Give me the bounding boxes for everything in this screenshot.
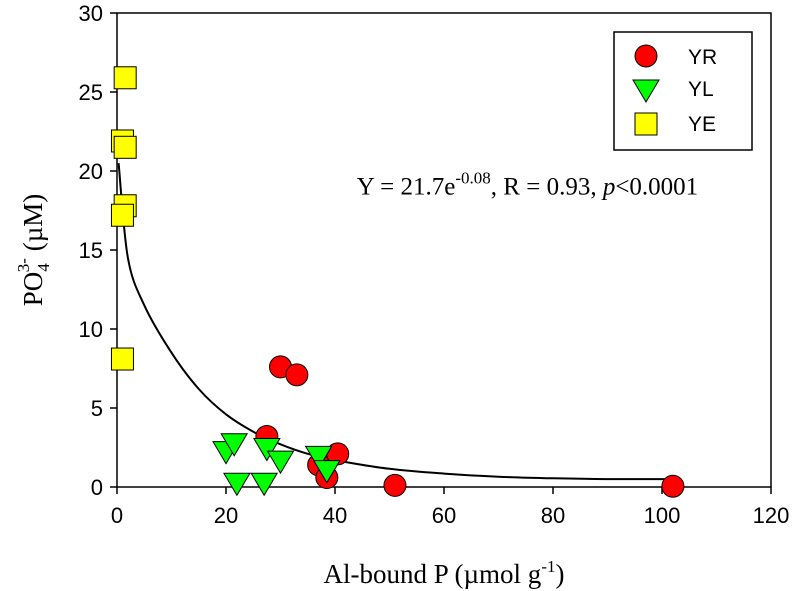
point-ye <box>113 66 137 90</box>
y-tick-label: 25 <box>79 80 103 105</box>
y-tick-label: 0 <box>91 475 103 500</box>
y-tick-label: 15 <box>79 238 103 263</box>
point-yl <box>266 450 295 475</box>
point-yr <box>661 474 685 498</box>
y-tick-label: 20 <box>79 159 103 184</box>
x-tick-label: 60 <box>432 503 456 528</box>
y-axis-title: PO43- (µM) <box>14 194 53 306</box>
x-tick-label: 120 <box>753 503 790 528</box>
point-yr <box>383 473 407 497</box>
x-tick-label: 80 <box>541 503 565 528</box>
fit-equation: Y = 21.7e-0.08, R = 0.93, p<0.0001 <box>357 169 698 201</box>
legend: YR YL YE <box>613 31 753 151</box>
legend-label-yr: YR <box>688 46 717 69</box>
x-tick-label: 100 <box>644 503 681 528</box>
legend-marker-yr <box>634 44 658 68</box>
point-yl <box>312 460 341 484</box>
x-axis: 0 20 40 60 80 100 120 <box>111 487 789 528</box>
x-axis-title: Al-bound P (µmol g-1) <box>324 557 565 589</box>
point-yl <box>220 433 249 457</box>
point-yr <box>285 363 309 387</box>
point-yl <box>250 472 279 497</box>
y-tick-label: 30 <box>79 1 103 26</box>
legend-marker-yl <box>632 79 660 103</box>
data-points <box>110 66 685 498</box>
legend-marker-ye <box>634 112 658 136</box>
y-axis: 0 5 10 15 20 25 30 <box>79 1 117 500</box>
x-tick-label: 20 <box>214 503 238 528</box>
point-yl <box>304 445 333 470</box>
point-yl <box>223 472 251 497</box>
y-tick-label: 5 <box>91 396 103 421</box>
point-ye <box>110 203 134 227</box>
legend-label-ye: YE <box>688 113 716 136</box>
x-tick-label: 40 <box>323 503 347 528</box>
point-yl <box>252 438 281 462</box>
x-tick-label: 0 <box>111 503 123 528</box>
legend-label-yl: YL <box>688 78 714 101</box>
point-ye <box>110 347 134 371</box>
point-ye <box>113 135 137 159</box>
fit-curve <box>117 162 673 481</box>
y-tick-label: 10 <box>79 317 103 342</box>
